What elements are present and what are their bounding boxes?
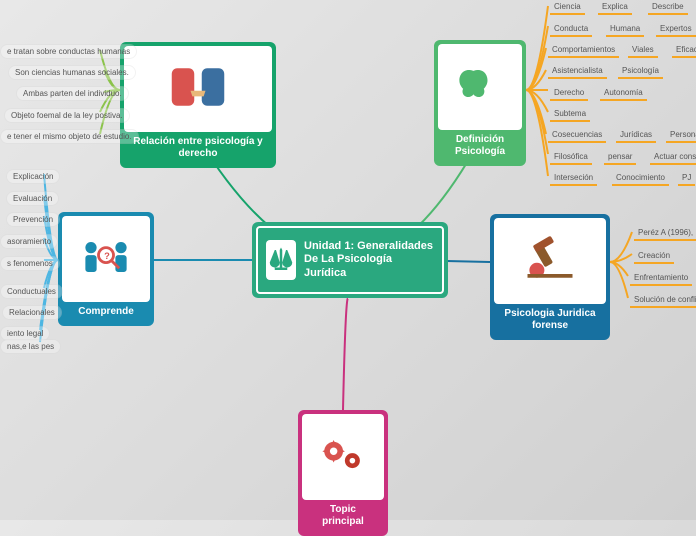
brain-icon xyxy=(445,50,515,120)
center-node-inner: Unidad 1: Generalidades De La Psicología… xyxy=(256,226,444,294)
tag[interactable]: Peréz A (1996), xyxy=(634,226,696,241)
leaf[interactable]: nas,e las pes xyxy=(0,339,61,354)
node-topic[interactable]: Topic principal xyxy=(298,410,388,536)
node-inner xyxy=(302,414,384,500)
tag[interactable]: Cosecuencias xyxy=(548,128,606,143)
tag[interactable]: Enfrentamiento xyxy=(630,271,692,286)
people-search-icon: ? xyxy=(71,222,141,292)
svg-text:?: ? xyxy=(104,251,110,261)
tag[interactable]: Conocimiento xyxy=(612,171,669,186)
tag[interactable]: Ciencia xyxy=(550,0,585,15)
scales-icon xyxy=(266,240,296,280)
tag[interactable]: Humana xyxy=(606,22,644,37)
node-inner xyxy=(494,218,606,304)
leaf[interactable]: Evaluación xyxy=(6,191,59,206)
leaf[interactable]: Ambas parten del individuo. xyxy=(16,86,129,101)
tag[interactable]: Viales xyxy=(628,43,658,58)
gavel-icon xyxy=(515,224,585,294)
node-label: Comprende xyxy=(62,302,150,322)
node-label: Psicologia Juridica forense xyxy=(494,304,606,336)
leaf[interactable]: asoramiento xyxy=(0,234,58,249)
leaf[interactable]: e tener el mismo objeto de estudio. xyxy=(0,129,139,144)
node-label: Relación entre psicología y derecho xyxy=(124,132,272,164)
leaf[interactable]: Prevención xyxy=(6,212,60,227)
tag[interactable]: Asistencialista xyxy=(548,64,607,79)
tag[interactable]: Interseción xyxy=(550,171,597,186)
node-relacion[interactable]: Relación entre psicología y derecho xyxy=(120,42,276,168)
node-inner: ? xyxy=(62,216,150,302)
leaf[interactable]: s fenomenos xyxy=(0,256,60,271)
leaf[interactable]: Objeto foemal de la ley postiva. xyxy=(4,108,130,123)
leaf[interactable]: Explicación xyxy=(6,169,60,184)
tag[interactable]: Psicología xyxy=(618,64,663,79)
tag[interactable]: PJ xyxy=(678,171,695,186)
center-node[interactable]: Unidad 1: Generalidades De La Psicología… xyxy=(252,222,448,298)
node-label: Topic principal xyxy=(302,500,384,532)
leaf[interactable]: Conductuales xyxy=(0,284,63,299)
leaf[interactable]: e tratan sobre conductas humanas xyxy=(0,44,137,59)
tag[interactable]: Creación xyxy=(634,249,674,264)
tag[interactable]: Autonomía xyxy=(600,86,647,101)
tag[interactable]: Actuar consecua xyxy=(650,150,696,165)
tag[interactable]: Comportamientos xyxy=(548,43,619,58)
node-forense[interactable]: Psicologia Juridica forense xyxy=(490,214,610,340)
gears-icon xyxy=(308,420,378,490)
node-label: Definición Psicología xyxy=(438,130,522,162)
tag[interactable]: Derecho xyxy=(550,86,588,101)
leaf[interactable]: Son ciencias humanas sociales. xyxy=(8,65,136,80)
tag[interactable]: Expertos xyxy=(656,22,696,37)
node-inner xyxy=(124,46,272,132)
node-definicion[interactable]: Definición Psicología xyxy=(434,40,526,166)
tag[interactable]: Solución de conflictos xyxy=(630,293,696,308)
tag[interactable]: Conducta xyxy=(550,22,592,37)
tag[interactable]: Subtema xyxy=(550,107,590,122)
tag[interactable]: Describe xyxy=(648,0,688,15)
tag[interactable]: Filosófica xyxy=(550,150,592,165)
tag[interactable]: Explica xyxy=(598,0,632,15)
center-label: Unidad 1: Generalidades De La Psicología… xyxy=(304,240,434,280)
leaf[interactable]: Relacionales xyxy=(2,305,62,320)
tag[interactable]: Jurídicas xyxy=(616,128,656,143)
node-inner xyxy=(438,44,522,130)
handshake-icon xyxy=(163,52,233,122)
tag[interactable]: Personas r xyxy=(666,128,696,143)
node-comprende[interactable]: ? Comprende xyxy=(58,212,154,326)
tag[interactable]: Eficaces xyxy=(672,43,696,58)
tag[interactable]: pensar xyxy=(604,150,636,165)
